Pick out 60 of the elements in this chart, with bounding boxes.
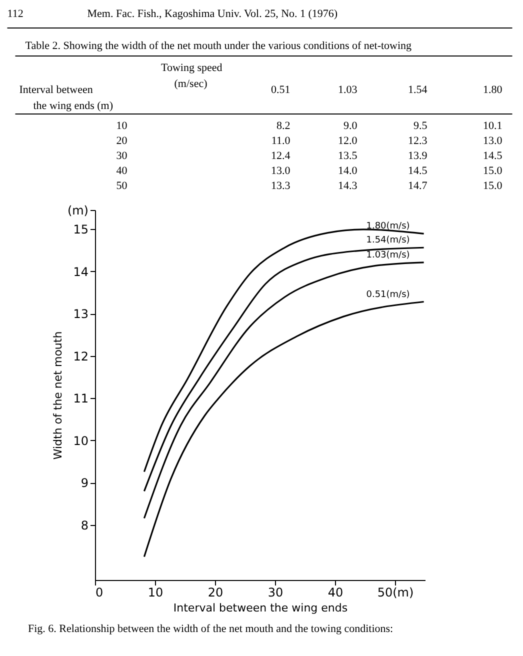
text: 10.1: [483, 120, 502, 132]
text: 8.2: [276, 120, 290, 132]
caption: Table 2. Showing the width of the net mouth under the various conditions of net-towing: [25, 40, 412, 52]
text: 14.5: [483, 150, 503, 162]
series-label: 0.51(m/s): [366, 290, 410, 300]
text: 10: [116, 120, 128, 132]
text: Interval between: [19, 84, 94, 96]
text: 50: [116, 180, 128, 192]
text: 14.0: [338, 165, 358, 177]
text: 9.0: [344, 120, 358, 132]
text: 15.0: [483, 180, 503, 192]
caption: Fig. 6. Relationship between the width of the net mouth and the towing conditions:: [28, 623, 394, 635]
x-tick-label: 10: [148, 586, 164, 600]
text: 13.3: [271, 180, 291, 192]
text: 13.0: [483, 135, 503, 147]
text: 12.4: [271, 150, 291, 162]
y-tick-label: 14: [73, 264, 88, 279]
x-tick-label: 20: [208, 586, 224, 600]
x-tick-label: 50(m): [377, 586, 414, 600]
text: 14.3: [338, 180, 358, 192]
text: 1.54: [408, 84, 428, 96]
text: the wing ends (m): [33, 100, 114, 112]
y-tick-label: 11: [73, 392, 88, 406]
text: 9.5: [414, 120, 428, 132]
x-axis-title: Interval between the wing ends: [173, 602, 348, 614]
text: 15.0: [483, 165, 503, 177]
text: Towing speed: [161, 62, 223, 74]
text: 11.0: [271, 135, 291, 147]
series-label: 1.54(m/s): [366, 236, 410, 246]
series-label: 1.03(m/s): [366, 250, 410, 260]
y-tick-label: 13: [73, 307, 88, 322]
x-tick-label: 40: [328, 586, 344, 600]
y-tick-label: 15: [73, 222, 88, 237]
text: 13.5: [338, 150, 358, 162]
text: 12.3: [408, 135, 428, 147]
x-tick-label: 30: [268, 586, 284, 600]
x-tick-label: 0: [96, 586, 104, 600]
y-tick-label: (m): [67, 204, 88, 218]
y-tick-label: 12: [73, 349, 88, 364]
text: 14.5: [408, 165, 428, 177]
y-tick-label: 9: [80, 476, 88, 490]
text: 40: [116, 165, 128, 177]
text: 30: [116, 150, 128, 162]
text: 112: [7, 8, 24, 20]
text: 1.03: [338, 84, 358, 96]
y-tick-label: 8: [80, 518, 88, 533]
y-tick-label: 10: [73, 434, 88, 448]
text: Mem. Fac. Fish., Kagoshima Univ. Vol. 25, No. 1 (1976): [87, 8, 338, 20]
series-label: 1.80(m/s): [366, 222, 410, 232]
text: 14.7: [408, 180, 428, 192]
text: 1.80: [483, 84, 503, 96]
text: 13.0: [271, 165, 291, 177]
text: 20: [116, 135, 128, 147]
text: 12.0: [338, 135, 358, 147]
text: 0.51: [271, 84, 290, 96]
line-series: [143, 300, 425, 558]
line-series: [143, 262, 425, 520]
text: 13.9: [408, 150, 428, 162]
y-axis-title: Width of the net mouth: [51, 331, 64, 460]
text: (m/sec): [174, 78, 208, 90]
